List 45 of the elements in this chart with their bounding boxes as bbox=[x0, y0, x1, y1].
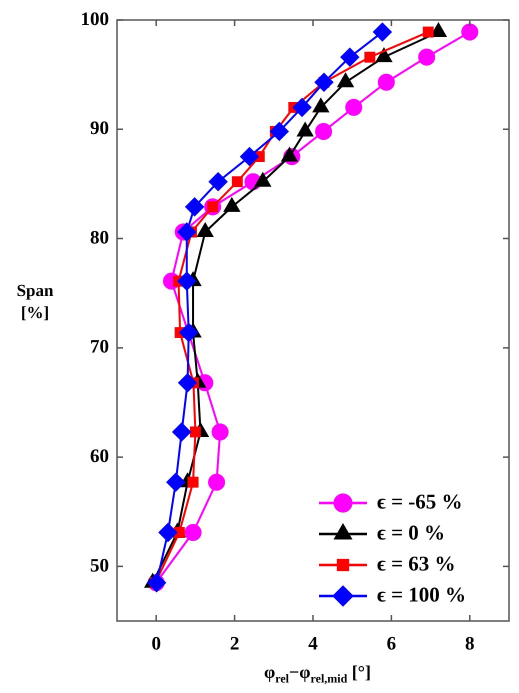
point bbox=[208, 172, 228, 192]
point bbox=[364, 52, 376, 63]
point bbox=[208, 474, 226, 491]
point bbox=[179, 323, 198, 342]
legend-label: ϵ = 0 % bbox=[377, 520, 446, 544]
x-tick-label: 8 bbox=[465, 633, 475, 654]
point bbox=[178, 373, 198, 392]
point bbox=[461, 24, 478, 41]
x-tick-label: 4 bbox=[308, 633, 318, 654]
y-tick-label: 50 bbox=[90, 555, 109, 576]
y-tick-label: 70 bbox=[90, 336, 109, 358]
point bbox=[158, 522, 178, 542]
y-tick-label: 100 bbox=[80, 8, 109, 30]
point bbox=[166, 472, 186, 492]
point bbox=[292, 98, 312, 117]
legend-label: ϵ = 100 % bbox=[377, 582, 466, 606]
y-axis-title: Span [%] bbox=[16, 280, 54, 324]
legend-label: ϵ = -65 % bbox=[377, 489, 463, 514]
point bbox=[240, 147, 259, 166]
point bbox=[184, 524, 202, 541]
y-tick-label: 80 bbox=[90, 227, 109, 248]
point bbox=[270, 122, 289, 141]
point bbox=[378, 74, 395, 91]
legend-label: ϵ = 63 % bbox=[377, 551, 456, 576]
point bbox=[372, 22, 392, 42]
point bbox=[340, 48, 360, 67]
point bbox=[232, 176, 243, 188]
point bbox=[177, 272, 196, 291]
point bbox=[212, 423, 229, 440]
x-tick-label: 0 bbox=[151, 633, 161, 654]
point bbox=[185, 197, 204, 216]
x-tick-label: 2 bbox=[230, 633, 240, 654]
point bbox=[314, 72, 334, 92]
point bbox=[172, 422, 192, 442]
point bbox=[418, 48, 436, 66]
point bbox=[188, 476, 198, 488]
x-axis-title: φ$_{rel}$−φ$_{rel,mid}$ [°] bbox=[263, 662, 372, 687]
x-tick-label: 6 bbox=[386, 633, 396, 654]
point bbox=[345, 98, 362, 116]
point bbox=[315, 122, 332, 140]
y-tick-label: 60 bbox=[90, 446, 109, 467]
point bbox=[422, 26, 434, 38]
point bbox=[190, 426, 201, 438]
point bbox=[177, 222, 196, 242]
y-tick-label: 90 bbox=[90, 118, 109, 140]
